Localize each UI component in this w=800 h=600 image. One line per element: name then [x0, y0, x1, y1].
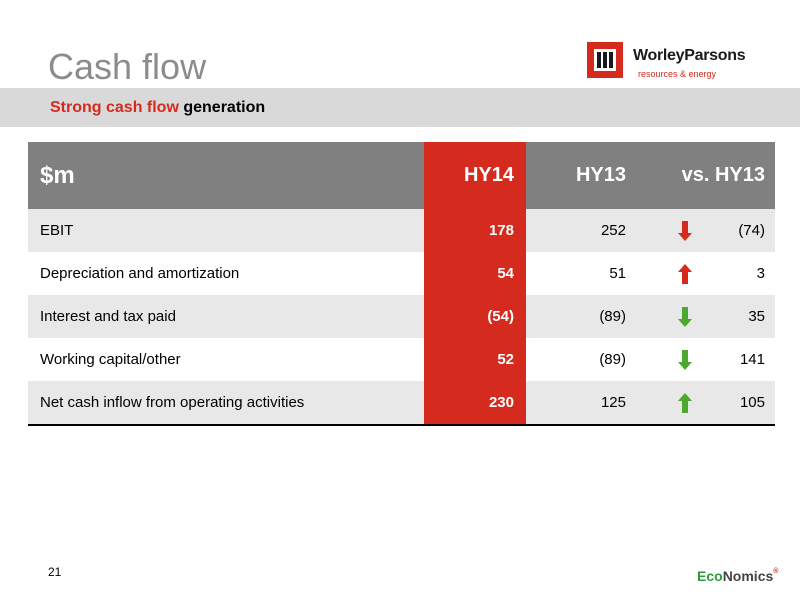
row-vs-hy13: 3 [756, 265, 765, 282]
row-hy14: (54) [424, 295, 526, 338]
brand-nomics: Nomics [722, 568, 774, 584]
brand-mark: ® [773, 568, 779, 575]
row-label: Net cash inflow from operating activitie… [40, 394, 305, 411]
subtitle: Strong cash flow generation [50, 99, 265, 117]
company-logo: WorleyParsons resources & energy [587, 42, 777, 82]
table-row: EBIT 178 252 (74) [28, 209, 775, 252]
brand-eco: Eco [697, 568, 723, 584]
row-vs-hy13: 141 [739, 351, 765, 368]
arrow-up-icon [673, 252, 697, 295]
arrow-down-icon [673, 209, 697, 252]
row-hy13: 252 [600, 222, 626, 239]
table-row: Net cash inflow from operating activitie… [28, 381, 775, 426]
page-title: Cash flow [48, 46, 207, 87]
row-label: Interest and tax paid [40, 308, 176, 325]
logo-tagline: resources & energy [638, 69, 717, 79]
subtitle-band: Strong cash flow generation [0, 88, 800, 127]
row-label: EBIT [40, 222, 74, 239]
table-row: Interest and tax paid (54) (89) 35 [28, 295, 775, 338]
arrow-down-icon [673, 338, 697, 381]
table-row: Depreciation and amortization 54 51 3 [28, 252, 775, 295]
row-hy14: 230 [424, 381, 526, 424]
row-hy14: 178 [424, 209, 526, 252]
header-hy14: HY14 [424, 142, 526, 209]
row-label: Working capital/other [40, 351, 181, 368]
subtitle-rest: generation [178, 99, 266, 116]
row-hy13: 125 [600, 394, 626, 411]
row-vs-hy13: (74) [738, 222, 765, 239]
row-hy13: (89) [599, 308, 626, 325]
row-hy14: 52 [424, 338, 526, 381]
table-header-row: $m HY14 HY13 vs. HY13 [28, 142, 775, 209]
row-hy14: 54 [424, 252, 526, 295]
arrow-up-icon [673, 381, 697, 424]
logo-name: WorleyParsons [633, 47, 746, 64]
row-hy13: 51 [609, 265, 626, 282]
page-number: 21 [48, 565, 62, 579]
header-vs-hy13: vs. HY13 [681, 164, 765, 186]
subtitle-accent: Strong cash flow [50, 99, 179, 116]
row-vs-hy13: 35 [748, 308, 765, 325]
row-vs-hy13: 105 [739, 394, 765, 411]
table-row: Working capital/other 52 (89) 141 [28, 338, 775, 381]
arrow-down-icon [673, 295, 697, 338]
logo-mark-icon [587, 42, 623, 78]
header-hy13: HY13 [575, 164, 626, 186]
header-units: $m [40, 161, 75, 189]
economics-brand: EcoNomics® [697, 568, 778, 584]
row-hy13: (89) [599, 351, 626, 368]
cash-flow-table: $m HY14 HY13 vs. HY13 EBIT 178 252 (74) … [28, 142, 775, 426]
row-label: Depreciation and amortization [40, 265, 240, 282]
